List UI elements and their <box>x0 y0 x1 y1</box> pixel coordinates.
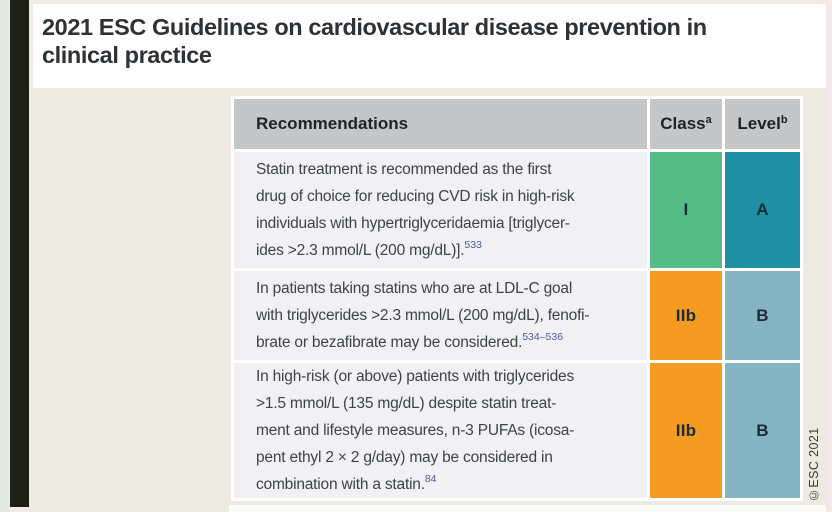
class-badge-cell: I <box>650 152 722 268</box>
column-header-level: Level b <box>725 99 800 149</box>
recommendation-cell: In patients taking statins who are at LD… <box>234 271 647 360</box>
recommendation-cell: Statin treatment is recommended as the f… <box>234 152 647 268</box>
slide-bottom-strip <box>229 505 826 512</box>
page-title-line1: 2021 ESC Guidelines on cardiovascular di… <box>42 14 707 40</box>
reference-superscript: 534–536 <box>522 330 564 343</box>
level-badge-cell: B <box>725 271 800 360</box>
recommendations-table: Recommendations Class a Level b Statin tre… <box>231 96 803 501</box>
page-title-line2: clinical practice <box>42 42 212 68</box>
column-header-recommendations: Recommendations <box>234 99 647 149</box>
reference-superscript: 533 <box>464 238 482 251</box>
title-band: 2021 ESC Guidelines on cardiovascular di… <box>33 4 826 88</box>
page-left-edge <box>0 0 10 512</box>
esc-copyright-vertical: ©ESC 2021 <box>807 427 821 502</box>
level-badge-cell: B <box>725 363 800 498</box>
recommendation-cell: In high-risk (or above) patients with tr… <box>234 363 647 498</box>
reference-superscript: 84 <box>424 472 437 485</box>
class-badge-cell: IIb <box>650 271 722 360</box>
page-title: 2021 ESC Guidelines on cardiovascular di… <box>42 13 826 69</box>
class-badge-cell: IIb <box>650 363 722 498</box>
level-badge-cell: A <box>725 152 800 268</box>
column-header-class: Class a <box>650 99 722 149</box>
accent-stripe <box>10 0 29 507</box>
